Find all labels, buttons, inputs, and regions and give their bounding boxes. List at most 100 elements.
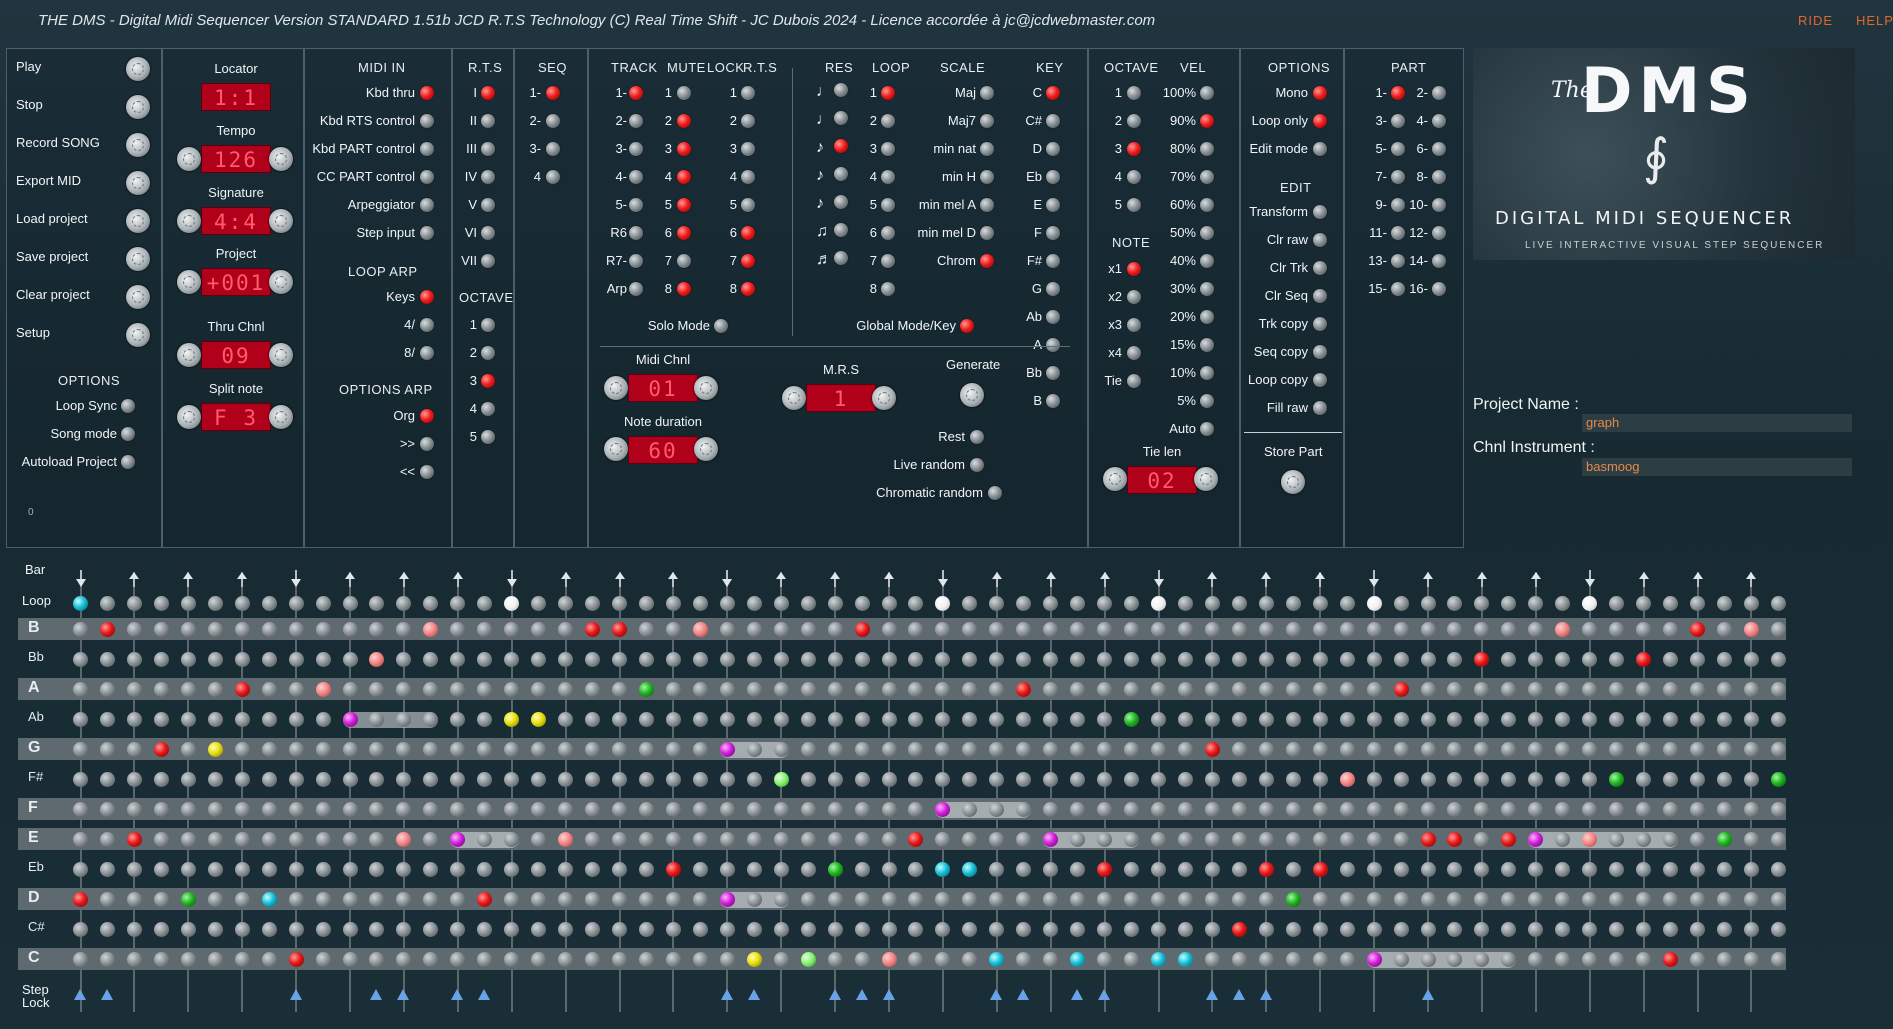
step-cell[interactable] (1312, 712, 1328, 727)
step-cell[interactable] (1663, 742, 1679, 757)
step-cell[interactable] (531, 802, 547, 817)
loop-step[interactable] (504, 596, 520, 611)
step-cell[interactable] (585, 892, 601, 907)
step-cell[interactable] (746, 712, 762, 727)
step-cell[interactable] (1582, 952, 1598, 967)
step-cell[interactable] (288, 742, 304, 757)
key-toggle-9[interactable] (1046, 338, 1060, 352)
loop-step[interactable] (1124, 596, 1140, 611)
step-cell[interactable] (1555, 742, 1571, 757)
track-toggle-6[interactable] (629, 254, 643, 268)
step-cell[interactable] (612, 652, 627, 667)
step-cell[interactable] (800, 832, 816, 847)
note-mult-toggle-3[interactable] (1127, 346, 1141, 360)
vel-toggle-0[interactable] (1200, 86, 1214, 100)
step-cell[interactable] (1097, 802, 1113, 817)
step-cell[interactable] (908, 682, 924, 697)
step-cell[interactable] (1501, 922, 1517, 937)
vel-toggle-4[interactable] (1200, 198, 1214, 212)
step-cell[interactable] (773, 652, 789, 667)
step-cell[interactable] (800, 862, 816, 877)
step-cell[interactable] (962, 832, 978, 847)
vel-toggle-7[interactable] (1200, 282, 1214, 296)
step-cell[interactable] (665, 712, 681, 727)
loop-step[interactable] (1501, 596, 1517, 611)
step-cell[interactable] (1070, 922, 1086, 937)
step-cell[interactable] (477, 952, 493, 967)
step-cell[interactable] (1366, 892, 1382, 907)
tie-len-increment-button[interactable] (1194, 467, 1218, 491)
key-toggle-3[interactable] (1046, 170, 1060, 184)
step-cell[interactable] (612, 742, 627, 757)
step-cell[interactable] (800, 682, 816, 697)
edit-button-0[interactable] (1313, 205, 1327, 219)
step-cell[interactable] (1393, 862, 1409, 877)
step-cell[interactable] (1339, 922, 1355, 937)
step-cell[interactable] (908, 832, 924, 847)
loop-step[interactable] (1097, 596, 1113, 611)
step-cell[interactable] (558, 952, 574, 967)
ride-link[interactable]: RIDE (1798, 13, 1834, 28)
step-cell[interactable] (1258, 922, 1274, 937)
step-cell[interactable] (719, 622, 735, 637)
step-cell[interactable] (1447, 682, 1463, 697)
step-cell[interactable] (746, 952, 762, 967)
step-cell[interactable] (315, 832, 331, 847)
step-cell[interactable] (800, 742, 816, 757)
step-cell[interactable] (773, 952, 789, 967)
loop-toggle-6[interactable] (881, 254, 895, 268)
step-cell[interactable] (908, 802, 924, 817)
step-cell[interactable] (1393, 952, 1409, 967)
step-cell[interactable] (315, 652, 331, 667)
step-cell[interactable] (153, 802, 169, 817)
mute-toggle-3[interactable] (677, 170, 691, 184)
step-cell[interactable] (881, 742, 897, 757)
step-cell[interactable] (342, 802, 358, 817)
step-cell[interactable] (665, 952, 681, 967)
step-cell[interactable] (450, 952, 466, 967)
step-cell[interactable] (180, 922, 196, 937)
step-cell[interactable] (962, 952, 978, 967)
step-cell[interactable] (261, 772, 277, 787)
step-cell[interactable] (504, 832, 520, 847)
res-toggle-6[interactable] (834, 251, 848, 265)
step-cell[interactable] (504, 772, 520, 787)
step-cell[interactable] (1393, 922, 1409, 937)
step-cell[interactable] (99, 682, 115, 697)
step-cell[interactable] (1716, 862, 1732, 877)
step-cell[interactable] (1204, 952, 1220, 967)
rts-toggle-4[interactable] (481, 198, 495, 212)
rts-toggle-6[interactable] (481, 254, 495, 268)
step-cell[interactable] (1609, 952, 1625, 967)
step-cell[interactable] (1312, 922, 1328, 937)
step-cell[interactable] (1043, 832, 1059, 847)
step-cell[interactable] (692, 952, 708, 967)
step-cell[interactable] (1690, 652, 1705, 667)
step-cell[interactable] (692, 892, 708, 907)
step-cell[interactable] (126, 892, 142, 907)
loop-step[interactable] (989, 596, 1005, 611)
step-cell[interactable] (1501, 772, 1517, 787)
step-cell[interactable] (1339, 892, 1355, 907)
edit-button-2[interactable] (1313, 261, 1327, 275)
step-cell[interactable] (1043, 802, 1059, 817)
step-cell[interactable] (558, 892, 574, 907)
step-cell[interactable] (1474, 802, 1490, 817)
part-toggle-8[interactable] (1391, 198, 1405, 212)
step-cell[interactable] (369, 742, 385, 757)
step-cell[interactable] (423, 952, 439, 967)
loop-step[interactable] (1070, 596, 1086, 611)
step-cell[interactable] (746, 802, 762, 817)
key-toggle-4[interactable] (1046, 198, 1060, 212)
loop-step[interactable] (1204, 596, 1220, 611)
step-cell[interactable] (746, 922, 762, 937)
step-cell[interactable] (1070, 892, 1086, 907)
step-cell[interactable] (1743, 652, 1759, 667)
step-cell[interactable] (234, 922, 250, 937)
step-cell[interactable] (1501, 682, 1517, 697)
part-toggle-4[interactable] (1391, 142, 1405, 156)
step-cell[interactable] (1690, 832, 1705, 847)
step-cell[interactable] (585, 652, 601, 667)
step-cell[interactable] (288, 832, 304, 847)
track-toggle-2[interactable] (629, 142, 643, 156)
